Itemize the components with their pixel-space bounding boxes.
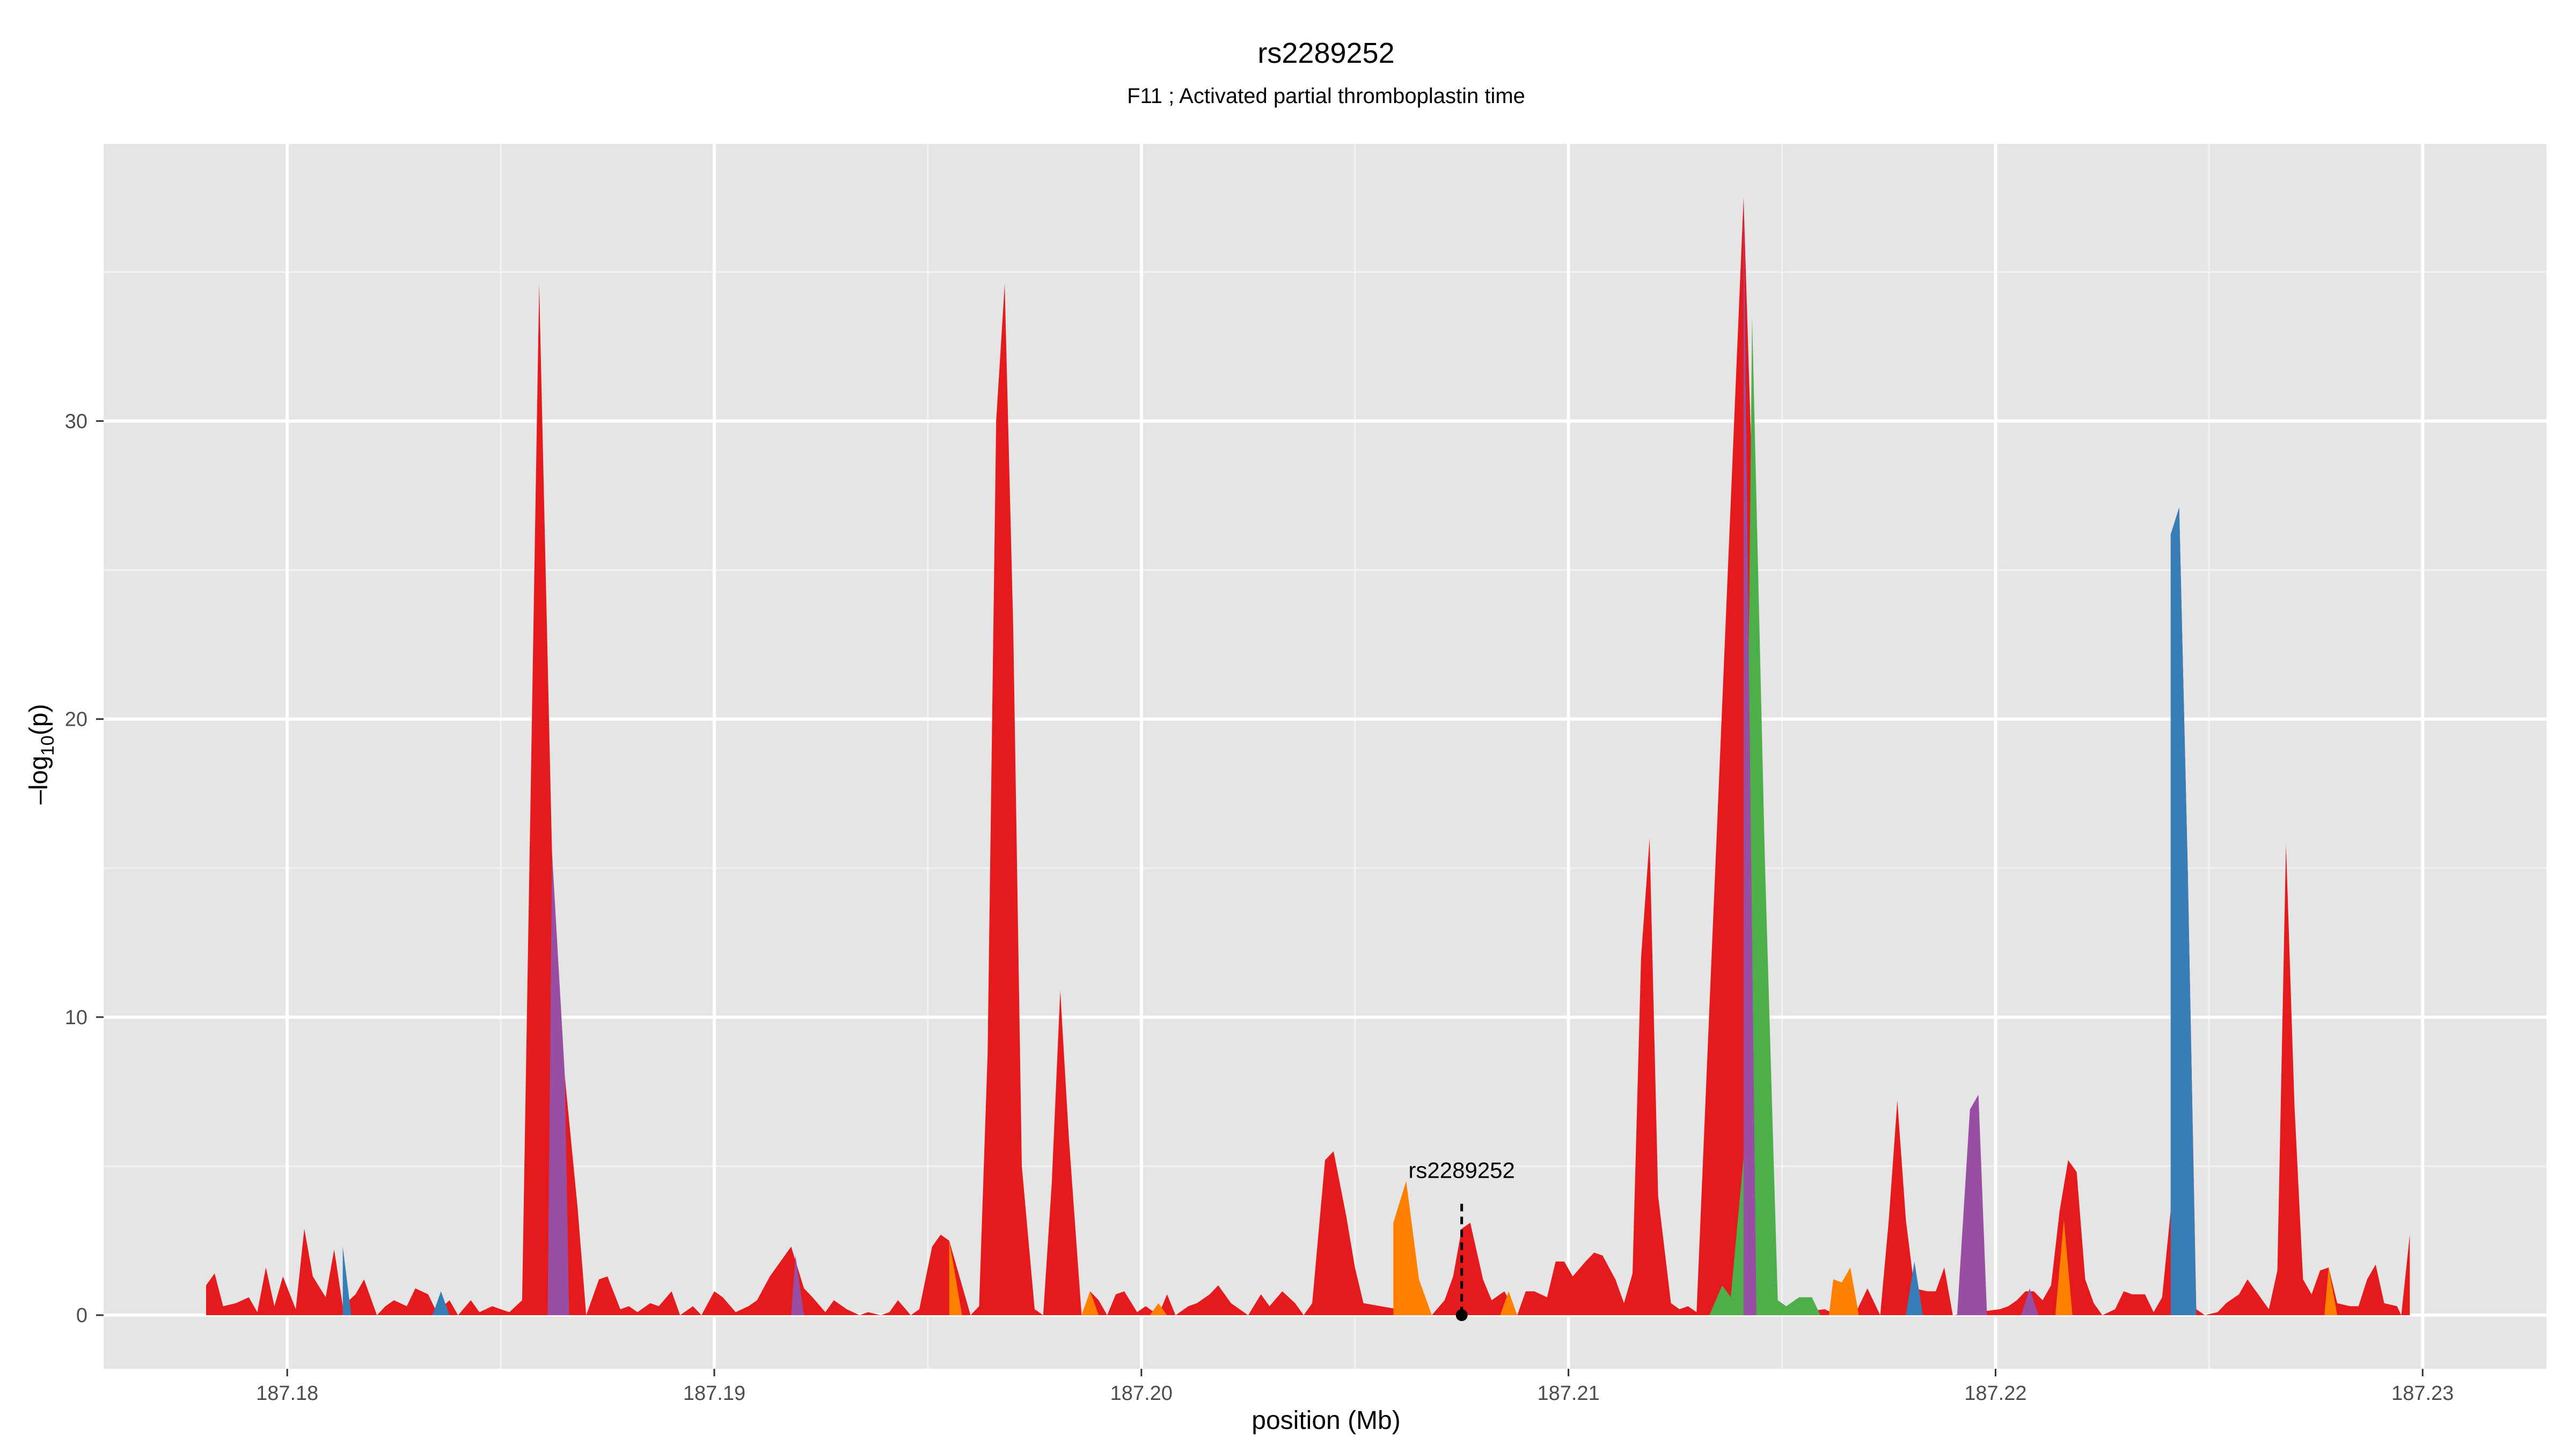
y-tick-label: 20 — [65, 709, 87, 731]
y-axis-title-tail: (p) — [25, 704, 53, 735]
y-tick-label: 30 — [65, 410, 87, 433]
y-tick-label: 0 — [76, 1304, 87, 1327]
y-axis-title-subscript: 10 — [38, 735, 58, 756]
area-purple-15 — [2021, 1288, 2038, 1316]
area-orange-12 — [1829, 1267, 1859, 1316]
area-blue-1 — [342, 1246, 352, 1316]
area-orange-5 — [949, 1241, 962, 1316]
y-axis: 0 10 20 30 — [65, 410, 104, 1327]
area-orange-9 — [1500, 1291, 1518, 1316]
area-orange-18 — [2324, 1267, 2338, 1316]
area-blue-13 — [1906, 1261, 1923, 1316]
area-purple-3 — [547, 853, 569, 1316]
y-axis-title-main: –log — [25, 756, 53, 805]
chart-subtitle: F11 ; Activated partial thromboplastin t… — [1127, 84, 1525, 108]
x-tick-label: 187.18 — [256, 1382, 318, 1405]
area-blue-17 — [2170, 507, 2197, 1316]
area-green-10 — [1709, 317, 1821, 1316]
chart-title: rs2289252 — [1257, 37, 1394, 69]
x-tick-label: 187.20 — [1110, 1382, 1173, 1405]
annotation-label: rs2289252 — [1408, 1158, 1515, 1183]
area-purple-11 — [1743, 197, 1757, 1316]
x-axis-title: position (Mb) — [1252, 1406, 1400, 1435]
area-purple-4 — [791, 1256, 804, 1316]
area-orange-7 — [1150, 1303, 1167, 1316]
x-tick-label: 187.21 — [1537, 1382, 1599, 1405]
area-orange-16 — [2055, 1220, 2073, 1316]
x-tick-label: 187.19 — [683, 1382, 745, 1405]
x-tick-label: 187.22 — [1964, 1382, 2026, 1405]
area-purple-14 — [1957, 1095, 1987, 1316]
area-orange-6 — [1081, 1291, 1099, 1316]
snp-annotation: rs2289252 — [1408, 1158, 1515, 1322]
annotation-point — [1455, 1309, 1468, 1322]
area-blue-2 — [432, 1291, 450, 1316]
y-axis-title: –log10(p) — [25, 704, 58, 804]
area-series — [206, 197, 2410, 1316]
y-tick-label: 10 — [65, 1006, 87, 1029]
x-axis: 187.18 187.19 187.20 187.21 187.22 187.23 — [256, 1369, 2454, 1405]
x-tick-label: 187.23 — [2391, 1382, 2454, 1405]
area-orange-8 — [1393, 1181, 1432, 1316]
